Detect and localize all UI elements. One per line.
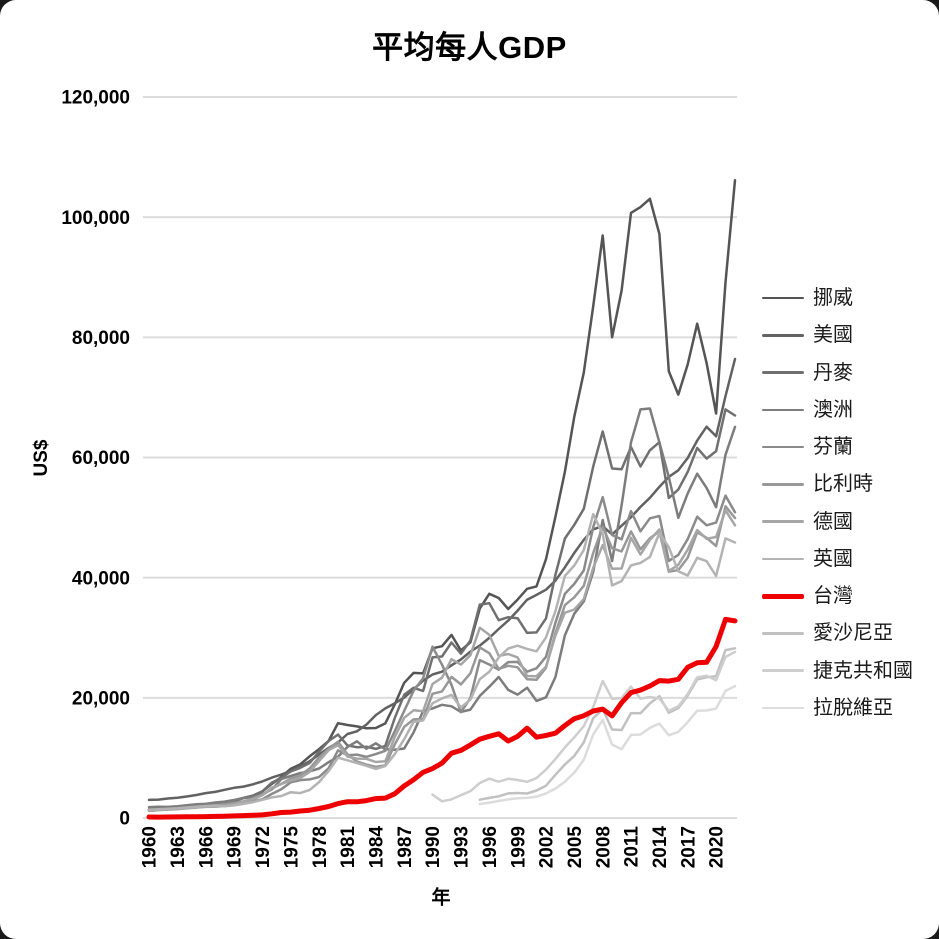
series-line-愛沙尼亞 — [478, 647, 737, 801]
legend-label: 德國 — [813, 510, 853, 533]
y-tick-label: 100,000 — [61, 208, 130, 229]
x-tick-label: 2011 — [622, 826, 643, 868]
legend-label: 美國 — [813, 324, 853, 347]
legend-label: 澳洲 — [813, 398, 853, 421]
legend-item-挪威[interactable]: 挪威 — [762, 285, 913, 311]
series-line-台灣 — [146, 616, 738, 820]
series-line-德國 — [147, 509, 737, 813]
legend-swatch — [762, 557, 804, 561]
legend-swatch — [762, 371, 804, 374]
legend-swatch — [762, 483, 804, 486]
legend-label: 挪威 — [813, 287, 853, 309]
x-tick-label: 1975 — [281, 826, 302, 869]
legend-label: 比利時 — [813, 473, 873, 496]
legend-item-澳洲[interactable]: 澳洲 — [762, 397, 913, 423]
legend-swatch — [762, 334, 804, 337]
x-tick-label: 1987 — [395, 826, 416, 868]
x-tick-label: 2014 — [650, 826, 671, 869]
x-tick-label: 1999 — [508, 826, 529, 868]
series-line-捷克共和國 — [431, 650, 737, 803]
series-line-丹麥 — [147, 408, 737, 812]
x-tick-label: 1996 — [480, 826, 501, 868]
legend-label: 愛沙尼亞 — [813, 622, 893, 645]
series-line-拉脫維亞 — [478, 684, 737, 806]
y-tick-label: 60,000 — [72, 448, 130, 469]
x-tick-label: 1990 — [423, 826, 444, 868]
x-tick-label: 1984 — [366, 826, 387, 869]
y-tick-label: 0 — [119, 809, 130, 830]
legend-item-拉脫維亞[interactable]: 拉脫維亞 — [762, 695, 913, 721]
chart-title: 平均每人GDP — [372, 30, 567, 65]
legend-item-英國[interactable]: 英國 — [762, 546, 913, 572]
x-tick-label: 1972 — [253, 826, 274, 868]
x-tick-label: 2017 — [678, 826, 699, 868]
x-tick-label: 1981 — [338, 826, 359, 869]
legend-item-德國[interactable]: 德國 — [762, 509, 913, 535]
series-line-挪威 — [147, 178, 737, 811]
legend-label: 捷克共和國 — [813, 659, 913, 682]
x-tick-label: 2008 — [593, 826, 614, 868]
series-line-英國 — [147, 512, 737, 811]
series-line-美國 — [147, 357, 737, 802]
y-tick-label: 20,000 — [72, 688, 130, 709]
x-tick-label: 1966 — [196, 826, 217, 868]
legend-item-比利時[interactable]: 比利時 — [762, 471, 913, 497]
legend-swatch — [762, 593, 804, 599]
legend-swatch — [762, 296, 804, 300]
x-axis-title: 年 — [431, 887, 451, 909]
legend-label: 英國 — [813, 547, 853, 570]
legend-swatch — [762, 669, 804, 672]
legend-swatch — [762, 408, 804, 412]
x-tick-label: 1978 — [310, 826, 331, 868]
legend-item-捷克共和國[interactable]: 捷克共和國 — [762, 658, 913, 684]
y-tick-label: 40,000 — [72, 568, 130, 589]
x-tick-label: 1969 — [225, 826, 246, 868]
legend-label: 芬蘭 — [813, 436, 853, 459]
x-tick-label: 2020 — [707, 826, 728, 868]
legend-swatch — [762, 520, 804, 523]
legend-swatch — [762, 706, 804, 710]
legend: 挪威美國丹麥澳洲芬蘭比利時德國英國台灣愛沙尼亞捷克共和國拉脫維亞 — [762, 285, 913, 721]
y-tick-label: 120,000 — [61, 88, 130, 109]
x-tick-label: 1993 — [452, 826, 473, 868]
legend-item-芬蘭[interactable]: 芬蘭 — [762, 434, 913, 460]
legend-swatch — [762, 445, 804, 449]
legend-swatch — [762, 632, 804, 635]
x-tick-label: 1963 — [168, 826, 189, 868]
y-axis-title: US$ — [31, 439, 52, 477]
legend-item-美國[interactable]: 美國 — [762, 322, 913, 348]
x-tick-label: 1960 — [140, 826, 161, 868]
legend-label: 丹麥 — [813, 361, 853, 384]
x-tick-label: 2002 — [537, 826, 558, 868]
legend-label: 台灣 — [813, 585, 853, 608]
legend-label: 拉脫維亞 — [813, 696, 893, 719]
legend-item-台灣[interactable]: 台灣 — [762, 583, 913, 609]
series-line-澳洲 — [147, 407, 737, 809]
legend-item-丹麥[interactable]: 丹麥 — [762, 360, 913, 386]
x-tick-label: 2005 — [565, 826, 586, 869]
y-tick-label: 80,000 — [72, 328, 130, 349]
legend-item-愛沙尼亞[interactable]: 愛沙尼亞 — [762, 620, 913, 646]
